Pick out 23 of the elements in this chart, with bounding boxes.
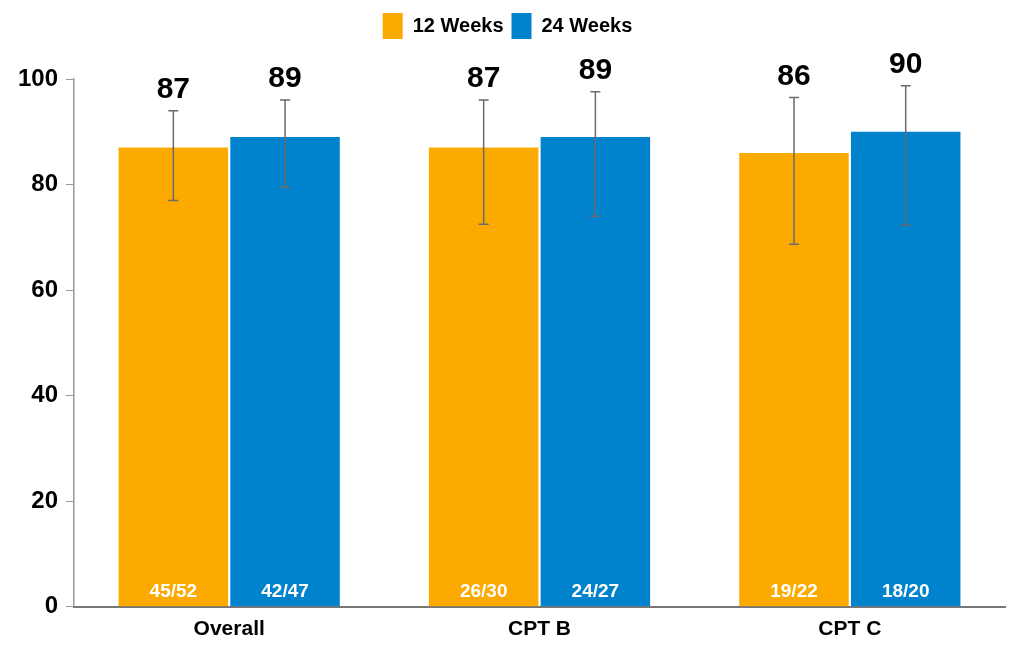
annotation: 45/52: [149, 579, 198, 601]
data-label: 89: [578, 51, 613, 85]
y-tick-label: 20: [31, 485, 59, 513]
annotation: 18/20: [881, 579, 930, 601]
annotation: 19/22: [770, 579, 818, 601]
data-label: 90: [889, 46, 923, 80]
y-tick-label: 80: [31, 169, 59, 197]
y-tick-label: 100: [18, 63, 59, 91]
y-tick-label: 40: [31, 380, 59, 408]
x-tick-label: Overall: [193, 616, 265, 640]
legend-label: 24 Weeks: [541, 13, 633, 36]
x-tick-label: CPT B: [508, 616, 572, 640]
legend-label: 12 Weeks: [412, 13, 504, 36]
data-label: 87: [466, 60, 501, 94]
data-label: 89: [268, 60, 302, 94]
data-label: 86: [777, 57, 811, 91]
y-tick-label: 0: [44, 591, 59, 619]
annotation: 26/30: [459, 579, 508, 601]
data-label: 87: [156, 70, 191, 104]
x-tick-label: CPT C: [818, 616, 882, 640]
y-tick-label: 60: [31, 274, 59, 302]
annotation: 24/27: [571, 579, 620, 601]
annotation: 42/47: [261, 579, 309, 601]
